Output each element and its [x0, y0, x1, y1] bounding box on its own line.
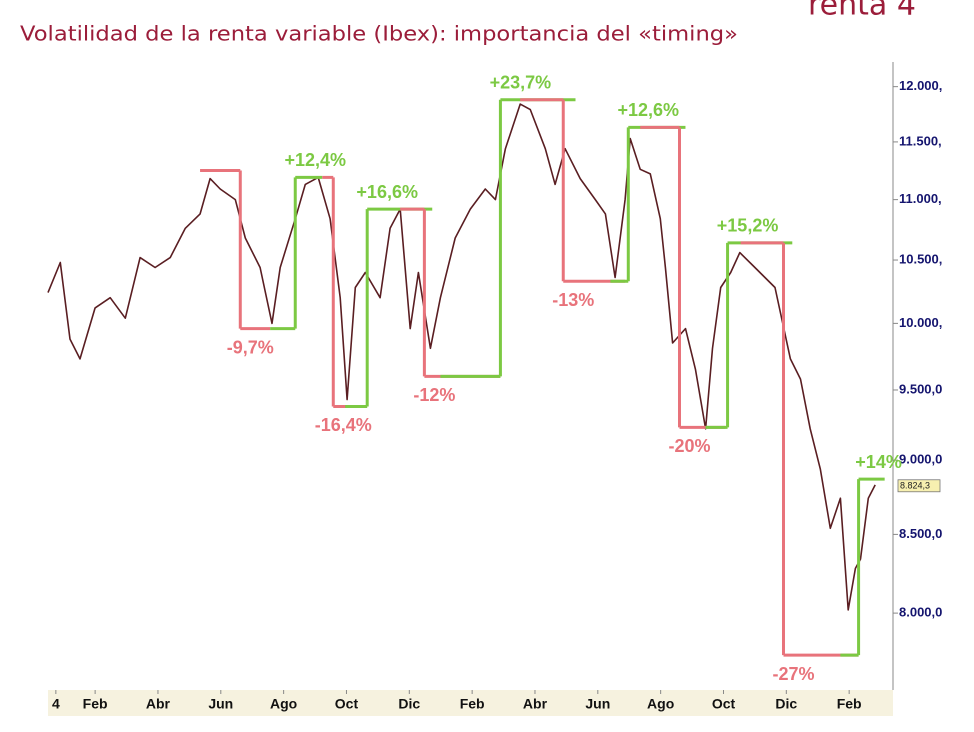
x-tick-label: Feb — [460, 696, 485, 712]
x-tick-label: Abr — [523, 696, 548, 712]
annotation-label: -27% — [772, 664, 814, 684]
annotation-label: +12,4% — [284, 150, 346, 170]
y-tick-label: 9.500,0 — [899, 381, 942, 396]
chart-title: Volatilidad de la renta variable (Ibex):… — [20, 22, 738, 46]
price-line — [47, 103, 876, 611]
x-tick-label: Jun — [208, 696, 233, 712]
last-value-label: 8.824,3 — [900, 481, 930, 491]
annotation-label: -13% — [552, 290, 594, 310]
y-tick-label: 12.000, — [899, 78, 942, 93]
annotation-label: +23,7% — [490, 72, 552, 92]
x-tick-label: Ago — [270, 696, 297, 712]
y-tick-label: 10.500, — [899, 251, 942, 266]
x-tick-label: Feb — [837, 696, 862, 712]
y-tick-label: 11.000, — [899, 191, 942, 206]
annotation-label: +16,6% — [356, 182, 418, 202]
annotation-label: +12,6% — [618, 100, 680, 120]
logo: renta 4 — [808, 0, 916, 23]
x-tick-label: Dic — [398, 696, 420, 712]
x-tick-label: Abr — [146, 696, 171, 712]
x-tick-label: Ago — [647, 696, 674, 712]
last-value-box — [897, 479, 941, 493]
annotation-label: -9,7% — [227, 337, 274, 357]
y-tick-label: 9.000,0 — [899, 452, 942, 467]
y-tick-label: 8.500,0 — [899, 526, 942, 541]
x-tick-label: Oct — [335, 696, 359, 712]
annotation-label: +15,2% — [717, 216, 779, 236]
y-tick-label: 11.500, — [899, 133, 942, 148]
y-tick-label: 8.000,0 — [899, 605, 942, 620]
y-tick-label: 10.000, — [899, 315, 942, 330]
x-tick-label: Oct — [712, 696, 736, 712]
x-tick-label: 4 — [52, 696, 60, 712]
x-tick-label: Dic — [775, 696, 797, 712]
annotation-label: -20% — [668, 436, 710, 456]
annotation-label: -16,4% — [315, 415, 372, 435]
x-tick-label: Jun — [585, 696, 610, 712]
x-tick-label: Feb — [83, 696, 108, 712]
x-axis-band — [48, 690, 893, 716]
annotation-label: -12% — [413, 385, 455, 405]
annotation-label: +14% — [855, 452, 902, 472]
